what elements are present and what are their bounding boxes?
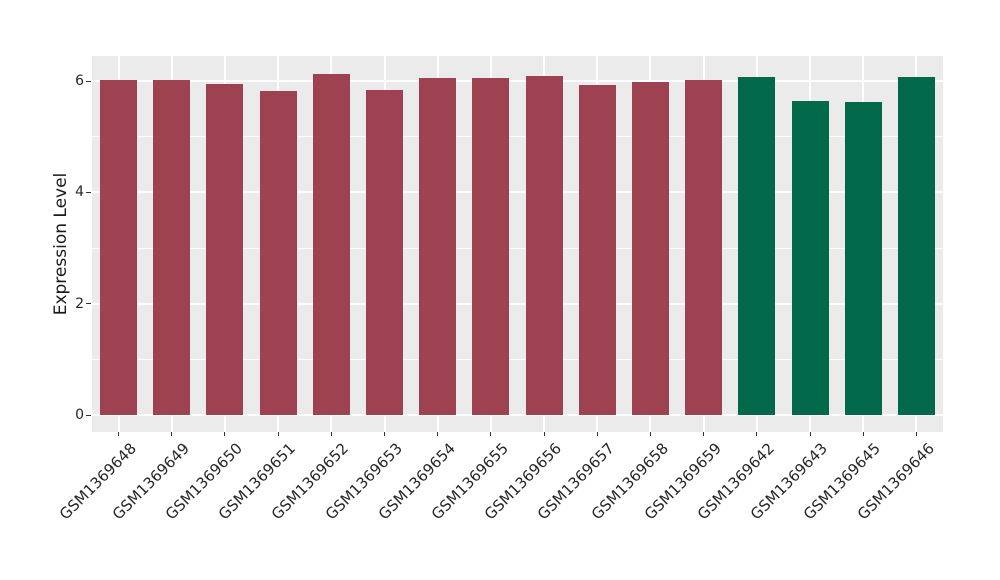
h-gridline-minor [92, 359, 943, 361]
bar [844, 102, 882, 416]
x-tick-mark [862, 432, 864, 436]
x-tick-mark [756, 432, 758, 436]
x-tick-mark [437, 432, 439, 436]
bar [578, 84, 616, 416]
y-tick-mark [86, 414, 91, 416]
bar [685, 79, 723, 416]
x-tick-mark [224, 432, 226, 436]
y-tick-label: 0 [75, 407, 84, 424]
plot-panel [92, 56, 943, 432]
bar [738, 77, 776, 416]
h-gridline-major [92, 191, 943, 194]
y-tick-mark [86, 191, 91, 193]
bar [259, 91, 297, 416]
x-tick-mark [703, 432, 705, 436]
h-gridline-major [92, 80, 943, 83]
x-tick-mark [543, 432, 545, 436]
bar [153, 79, 191, 416]
y-tick-label: 2 [75, 295, 84, 312]
h-gridline-minor [92, 136, 943, 138]
x-tick-mark [490, 432, 492, 436]
h-gridline-major [92, 302, 943, 305]
x-tick-mark [809, 432, 811, 436]
x-tick-mark [915, 432, 917, 436]
y-tick-mark [86, 80, 91, 82]
y-tick-label: 4 [75, 184, 84, 201]
bar [897, 77, 935, 416]
bar [366, 89, 404, 416]
x-tick-mark [171, 432, 173, 436]
x-tick-mark [277, 432, 279, 436]
bar [206, 83, 244, 416]
y-tick-label: 6 [75, 73, 84, 90]
x-tick-mark [330, 432, 332, 436]
y-tick-mark [86, 303, 91, 305]
bar [312, 73, 350, 416]
h-gridline-major [92, 414, 943, 417]
bar [472, 78, 510, 416]
bar [100, 79, 138, 416]
h-gridline-minor [92, 247, 943, 249]
bar [419, 78, 457, 416]
x-tick-mark [649, 432, 651, 436]
x-tick-mark [384, 432, 386, 436]
bar [631, 81, 669, 416]
bar [525, 76, 563, 416]
bar [791, 101, 829, 416]
x-tick-mark [118, 432, 120, 436]
x-tick-mark [596, 432, 598, 436]
